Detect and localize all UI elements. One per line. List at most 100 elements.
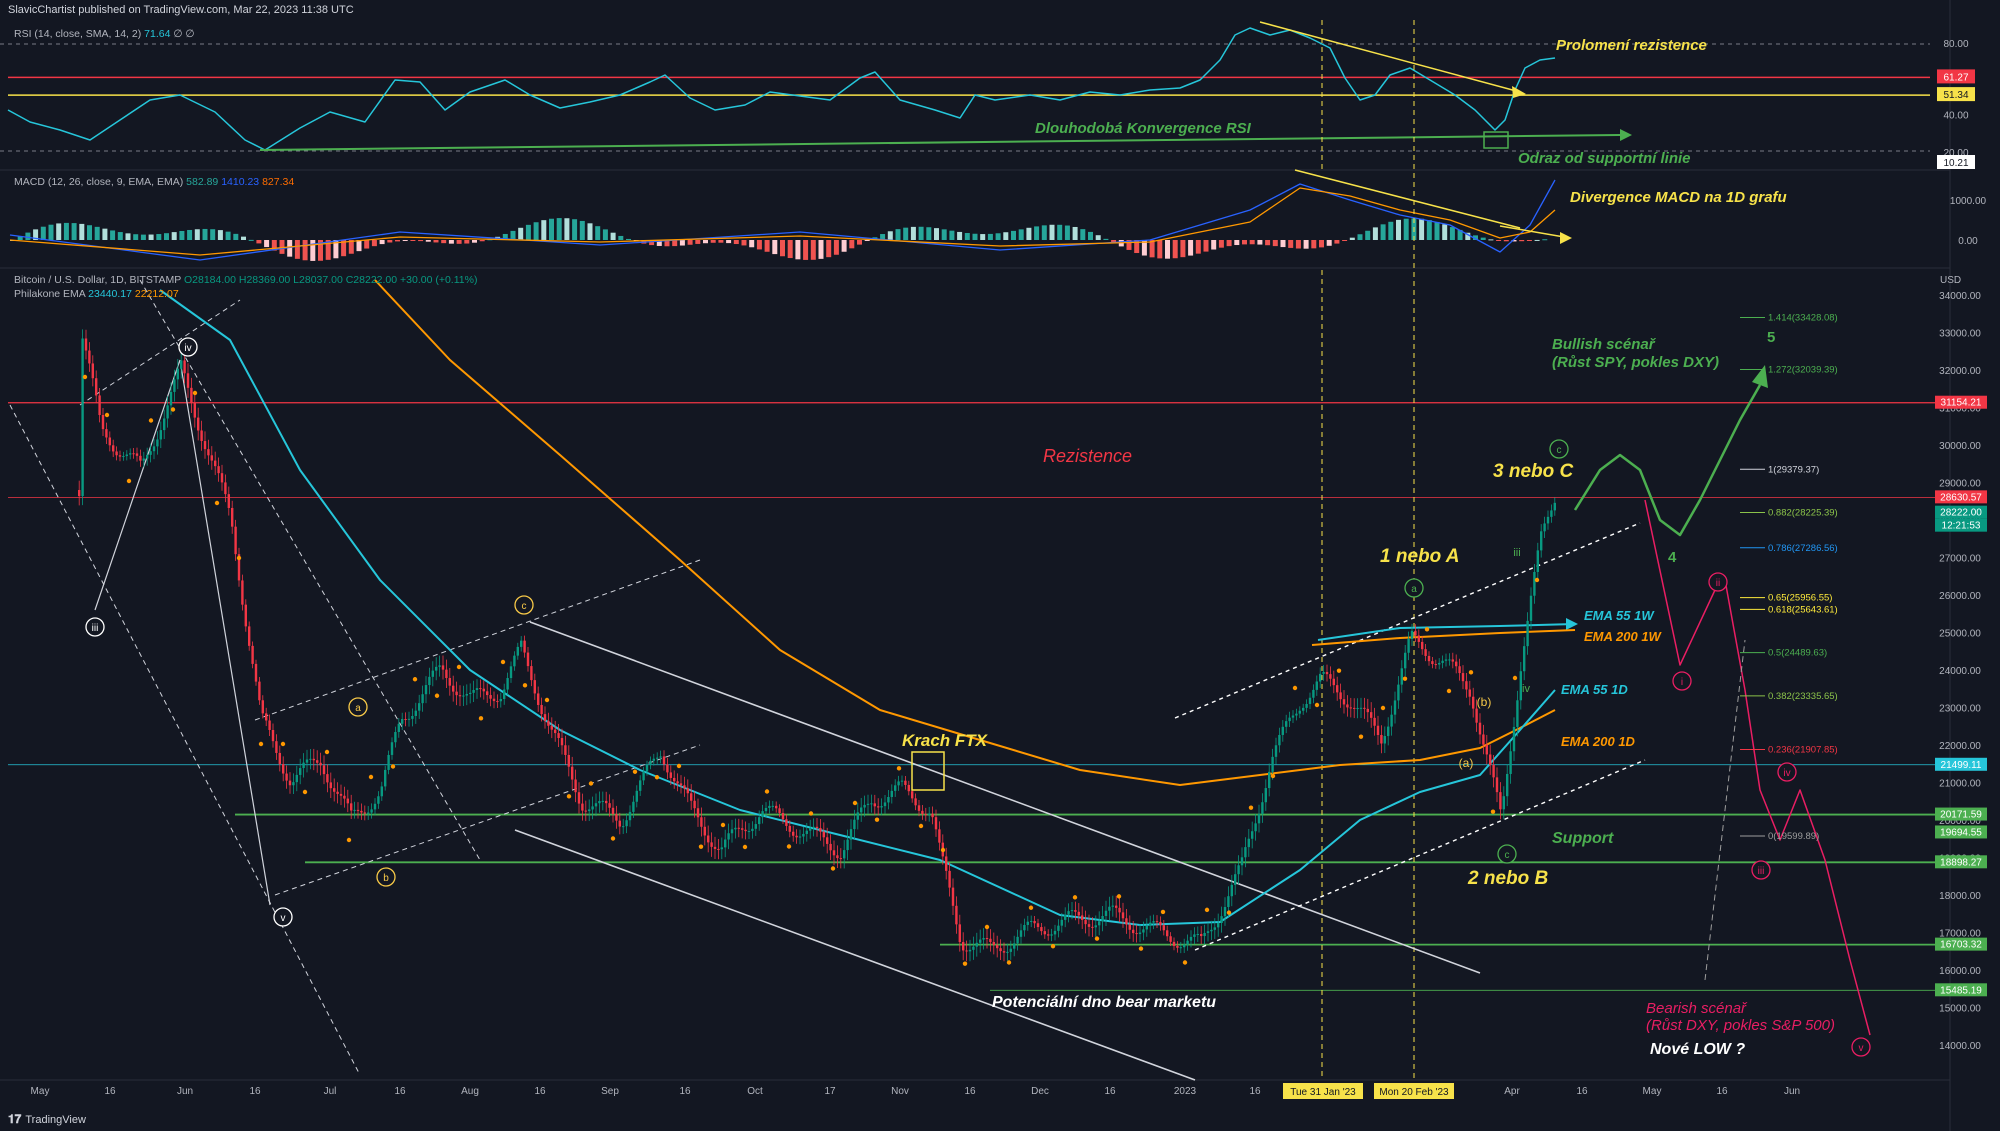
candle-body [938,829,941,843]
macd-histogram-bar [972,233,978,240]
candle-body [1519,671,1522,701]
macd-histogram-bar [110,230,116,240]
price-axis-label: 17000.00 [1939,929,1981,940]
candle-body [1121,912,1125,919]
candle-body [1417,635,1420,642]
swing-marker [1204,907,1210,913]
macd-signal-value: 827.34 [262,176,295,188]
candle-body [135,453,139,456]
wave-small-iv: iv [1522,683,1530,695]
candle-body [448,678,451,686]
candle-body [584,810,587,812]
candle-body [1030,920,1033,922]
wave-circle-c-text: c [1557,445,1562,456]
candle-body [1325,671,1329,675]
tradingview-logo[interactable]: 𝟏𝟕 TradingView [8,1112,86,1127]
macd-divergence-trend [1294,169,1521,229]
candle-body [1529,595,1533,621]
ema-legend[interactable]: Philakone EMA 23440.17 22212.07 [14,288,179,300]
macd-histogram-bar [117,232,123,240]
candle-body [1499,792,1502,810]
rsi-axis-label: 20.00 [1943,148,1968,159]
swing-marker [1050,944,1056,949]
macd-histogram-bar [833,240,839,255]
candle-body [475,688,479,691]
bear-wave-i [1672,671,1692,691]
arrow-icon [1512,86,1526,98]
candle-body [458,695,462,697]
swing-marker [918,823,924,829]
candle-body [843,850,846,859]
candle-body [860,807,863,813]
macd-histogram-bar [1064,225,1070,240]
candle-body [911,791,914,799]
price-axis-label: 16000.00 [1939,966,1981,977]
macd-histogram-bar [202,228,208,240]
wedge-lower-dashed [9,404,361,1076]
candle-body [421,694,424,704]
candle-body [1206,931,1210,933]
candle-body [326,774,329,783]
candle-body [792,831,795,836]
uptrend-channel-lower [1194,759,1646,951]
macd-histogram-bar [318,240,323,261]
macd-histogram-bar [849,240,855,249]
macd-histogram-bar [672,240,678,247]
candle-body [1077,911,1080,916]
macd-value: 1410.23 [221,176,260,188]
swing-marker [1314,702,1320,708]
candle-body [975,942,978,947]
swing-marker [720,822,726,828]
candle-body [1159,921,1162,926]
swing-marker [874,817,880,822]
candle-body [513,655,516,667]
swing-marker [1358,734,1364,739]
price-tag [1935,518,1987,532]
candle-body [105,429,108,438]
wave-iii [85,617,105,637]
candle-body [611,807,615,814]
macd-histogram-bar [94,226,100,240]
candle-body [333,788,336,792]
swing-marker [1534,577,1540,583]
wave-1-annotation: 1 nebo A [1380,546,1460,567]
macd-histogram-bar [926,227,932,240]
swing-marker [1446,688,1452,694]
candle-body [717,848,720,850]
candle-body [883,802,887,807]
candle-body [673,777,676,782]
candle-body [829,843,832,851]
candle-body [1074,910,1077,912]
candle-body [540,704,543,715]
candle-body [197,417,200,431]
macd-histogram-bar [56,223,62,240]
rsi-axis-label: 51.34 [1943,90,1968,101]
rsi-legend[interactable]: RSI (14, close, SMA, 14, 2) 71.64 ∅ ∅ [14,28,195,40]
candle-body [1084,919,1087,925]
candle-body [520,640,523,647]
candle-body [628,811,632,821]
macd-legend[interactable]: MACD (12, 26, close, 9, EMA, EMA) 582.89… [14,176,294,188]
price-axis-label: 15000.00 [1939,1004,1981,1015]
candle-body [567,754,570,767]
candle-body [203,441,207,450]
candle-body [683,785,686,789]
swing-marker [1226,910,1232,915]
macd-histogram-bar [1365,230,1371,240]
candle-body [1451,659,1454,662]
candle-body [873,803,876,807]
ema-200-1w [1311,629,1576,646]
candle-body [839,858,842,860]
macd-histogram-bar [656,240,662,246]
ema-200-1w-label: EMA 200 1W [1584,629,1663,644]
candle-body [91,363,94,379]
candle-body [1332,678,1335,686]
symbol-legend[interactable]: Bitcoin / U.S. Dollar, 1D, BITSTAMP O281… [14,274,477,286]
macd-histogram-bar [1426,220,1432,240]
swing-marker [1292,685,1298,691]
candle-body [601,800,604,802]
candle-body [479,688,482,690]
candle-body [1006,951,1009,953]
